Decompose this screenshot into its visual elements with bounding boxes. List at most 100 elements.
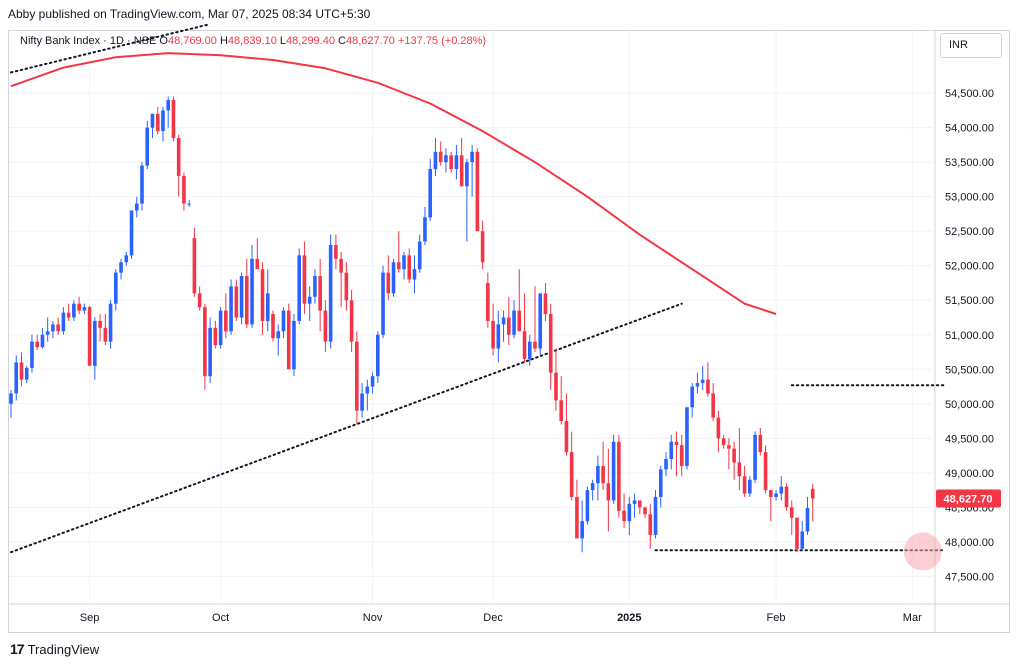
highlight-circle[interactable] — [903, 532, 942, 571]
candle-down — [334, 245, 338, 259]
candle-down — [286, 310, 291, 370]
candle-down — [486, 282, 490, 321]
candle-up — [161, 110, 165, 132]
candle-down — [533, 341, 537, 349]
candle-down — [475, 151, 480, 232]
candle-down — [643, 507, 647, 515]
close-key: C — [338, 35, 346, 47]
y-tick-label: 50,500.00 — [945, 364, 994, 376]
candle-down — [769, 490, 773, 497]
candle-down — [517, 310, 522, 332]
candle-up — [800, 531, 805, 549]
x-tick-label: Mar — [903, 612, 922, 624]
candle-down — [245, 276, 249, 325]
candle-down — [559, 400, 563, 422]
x-tick-label: 2025 — [617, 612, 641, 624]
candle-up — [402, 255, 406, 270]
candle-up — [297, 255, 301, 321]
candle-down — [742, 476, 747, 494]
arc-curve-line[interactable] — [10, 52, 777, 315]
candle-down — [575, 496, 579, 539]
candle-down — [449, 155, 453, 170]
candle-down — [763, 452, 768, 491]
change-value: +137.75 (+0.28%) — [397, 35, 487, 47]
candle-down — [638, 500, 642, 508]
candle-up — [417, 241, 422, 270]
candle-up — [627, 503, 632, 522]
candle-up — [134, 203, 139, 211]
candle-down — [255, 258, 260, 270]
candle-up — [444, 155, 448, 163]
candle-down — [716, 417, 721, 439]
candle-up — [229, 286, 233, 332]
candle-up — [250, 258, 254, 325]
candle-up — [218, 310, 223, 346]
y-tick-label: 47,500.00 — [945, 571, 994, 583]
candle-up — [265, 293, 270, 321]
candle-up — [470, 151, 474, 163]
candle-up — [145, 127, 150, 166]
candle-down — [564, 421, 569, 453]
candle-up — [24, 367, 29, 380]
candle-up — [376, 334, 380, 377]
candle-up — [590, 483, 595, 491]
candle-up — [381, 272, 385, 335]
candle-down — [155, 113, 160, 132]
candle-down — [98, 320, 102, 328]
candle-up — [632, 500, 637, 504]
candle-down — [302, 255, 307, 304]
candle-down — [344, 272, 349, 301]
candle-down — [35, 341, 39, 348]
candle-down — [192, 238, 197, 294]
candle-up — [695, 383, 700, 387]
candle-down — [87, 307, 92, 366]
y-tick-label: 48,500.00 — [945, 502, 994, 514]
candle-down — [789, 507, 794, 518]
candle-up — [313, 276, 317, 297]
y-tick-label: 50,000.00 — [945, 399, 994, 411]
open-value: 48,769.00 — [167, 35, 217, 47]
candle-up — [527, 341, 532, 359]
candle-down — [77, 303, 81, 311]
candle-up — [753, 434, 757, 480]
candle-down — [679, 445, 684, 466]
dotted-trend-line[interactable] — [10, 23, 212, 74]
y-tick-label: 51,500.00 — [945, 295, 994, 307]
candle-up — [307, 296, 312, 304]
candle-down — [318, 276, 322, 311]
candle-up — [748, 479, 752, 494]
currency-selector[interactable]: INR — [940, 33, 1002, 58]
candle-up — [685, 407, 689, 466]
candle-up — [108, 303, 113, 342]
candle-down — [721, 438, 726, 446]
candle-up — [433, 151, 438, 170]
candle-up — [669, 441, 674, 460]
candle-down — [182, 175, 186, 204]
candle-up — [465, 162, 469, 187]
candle-down — [711, 393, 715, 418]
candle-down — [323, 310, 328, 342]
candle-up — [150, 113, 155, 128]
candle-up — [365, 386, 370, 394]
candle-up — [580, 521, 584, 539]
candle-up — [129, 210, 134, 256]
candle-up — [805, 508, 810, 532]
candle-down — [732, 448, 736, 463]
candle-down — [543, 293, 548, 315]
dotted-trend-line[interactable] — [10, 302, 683, 554]
open-key: O — [159, 35, 168, 47]
candle-down — [339, 258, 343, 273]
candle-down — [234, 286, 239, 318]
candle-up — [428, 169, 432, 218]
footer-brand[interactable]: 17 TradingView — [10, 641, 99, 657]
symbol-label[interactable]: Nifty Bank Index · 1D · NSE — [20, 35, 157, 47]
candle-up — [30, 341, 34, 368]
candle-down — [19, 362, 24, 380]
brand-name: TradingView — [27, 641, 100, 657]
y-tick-label: 52,500.00 — [945, 226, 994, 238]
candle-down — [355, 341, 359, 411]
candle-down — [784, 486, 789, 508]
candle-up — [512, 310, 516, 335]
y-tick-label: 54,000.00 — [945, 123, 994, 135]
